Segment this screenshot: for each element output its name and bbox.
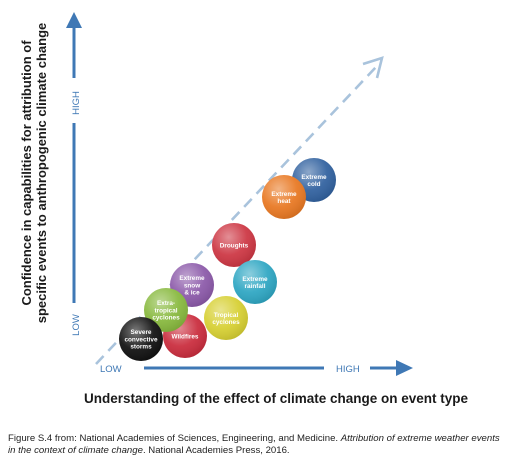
y-axis-arrowhead [66,12,82,28]
bubble-label: snow [184,282,200,289]
caption-suffix: . National Academies Press, 2016. [142,445,290,456]
event-bubbles: ExtremecoldExtremeheatDroughtsExtremerai… [119,158,336,361]
bubble-shine [262,175,306,219]
x-axis-arrowhead [396,360,413,376]
bubble-label: Extreme [242,276,268,283]
bubble-label: Droughts [220,242,249,249]
bubble-shine [119,317,163,361]
y-axis-title-line1: Confidence in capabilities for attributi… [19,40,34,306]
y-axis-high-label: HIGH [71,91,82,115]
bubble-label: tropical [154,307,177,314]
bubble-label: Extreme [179,275,205,282]
bubble-label: Extreme [271,191,297,198]
bubble-label: Tropical [214,312,239,319]
bubble-label: Severe [131,329,152,336]
diagonal-arrowhead [362,56,384,79]
bubble-label: Wildfires [172,333,199,340]
bubble-shine [212,223,256,267]
y-axis-title-line2: specific events to anthropogenic climate… [34,22,49,324]
bubble-label: cold [307,181,320,188]
bubble-shine [144,288,188,332]
bubble-label: Extreme [301,174,327,181]
figure-caption: Figure S.4 from: National Academies of S… [8,433,508,457]
diagonal-dashed-line [95,66,377,365]
x-axis-high-label: HIGH [336,364,360,375]
bubble-label: heat [277,198,291,205]
y-axis-title: Confidence in capabilities for attributi… [19,8,49,338]
bubble-label: rainfall [245,283,266,290]
y-axis-low-label: LOW [71,314,82,336]
bubble-label: storms [130,344,152,351]
bubble-shine [233,260,277,304]
bubble-label: & ice [184,290,200,297]
caption-title: Attribution of extreme weather events in… [8,433,500,456]
bubble-label: convective [124,336,157,343]
bubble-droughts: Droughts [212,223,256,267]
bubble-label: cyclones [212,319,240,326]
bubble-label: cyclones [152,315,180,322]
bubble-shine [204,296,248,340]
x-axis-low-label: LOW [100,364,122,375]
x-axis-title: Understanding of the effect of climate c… [84,391,469,406]
bubble-label: Extra- [157,300,175,307]
caption-prefix: Figure S.4 from: National Academies of S… [8,433,341,444]
